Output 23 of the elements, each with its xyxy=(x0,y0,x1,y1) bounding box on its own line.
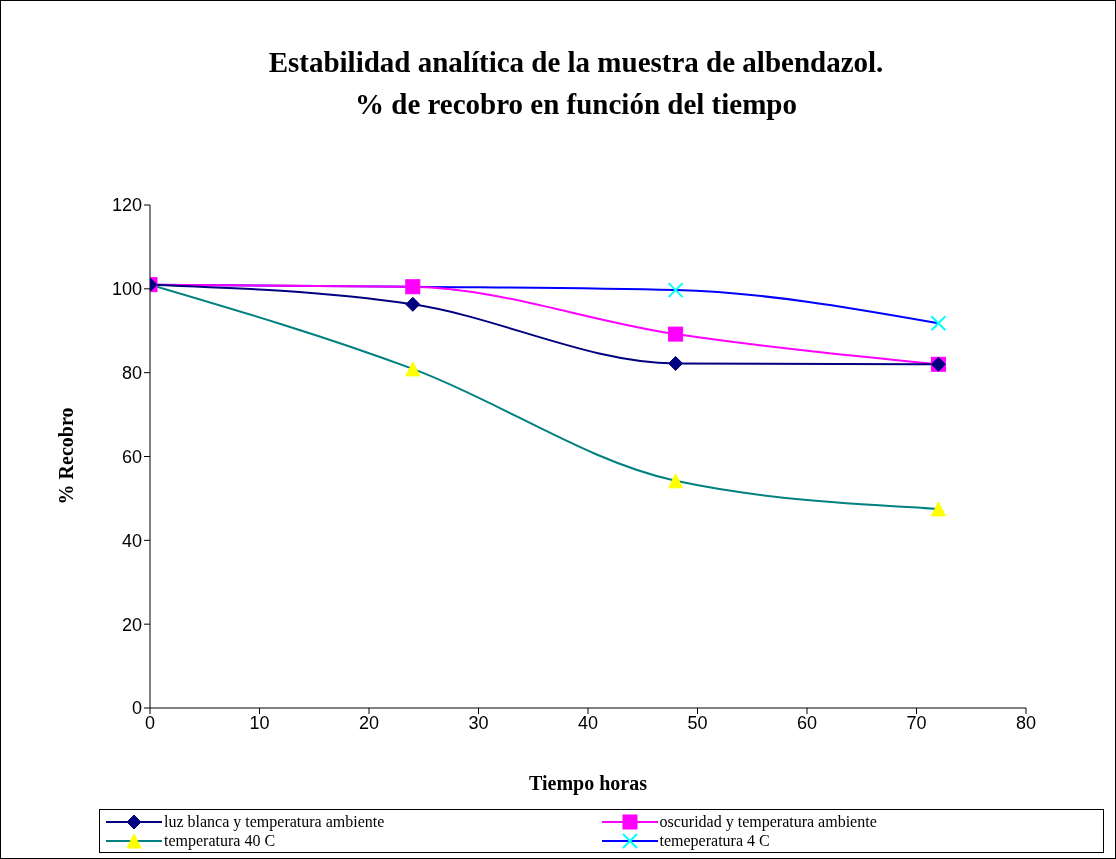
x-tick-label: 70 xyxy=(906,712,927,733)
x-tick-label: 20 xyxy=(358,712,380,733)
x-axis-title: Tiempo horas xyxy=(529,771,647,795)
x-tick-label: 0 xyxy=(144,712,156,733)
chart-title: Estabilidad analítica de la muestra de albendazol. % de recobro en función del tiempo xyxy=(267,45,885,122)
x-tick-label: 40 xyxy=(577,712,599,733)
y-tick-label: 20 xyxy=(121,614,142,635)
x-tick-label: 80 xyxy=(1015,712,1037,733)
y-tick-label: 120 xyxy=(111,195,142,216)
y-tick-label: 100 xyxy=(111,279,142,300)
x-tick-label: 50 xyxy=(687,712,708,733)
x-tick-label: 60 xyxy=(796,712,818,733)
legend-label: temperatura 40 C xyxy=(164,831,276,850)
y-tick-label: 40 xyxy=(121,530,142,551)
y-tick-label: 80 xyxy=(121,363,142,384)
legend-label: luz blanca y temperatura ambiente xyxy=(164,812,385,831)
x-tick-label: 10 xyxy=(249,712,270,733)
y-tick-label: 0 xyxy=(131,698,142,719)
legend-label: temeperatura 4 C xyxy=(659,831,770,850)
legend-label: oscuridad y temperatura ambiente xyxy=(659,812,877,831)
y-tick-label: 60 xyxy=(121,446,142,467)
y-axis-title: % Recobro xyxy=(54,407,78,505)
x-tick-label: 30 xyxy=(468,712,489,733)
